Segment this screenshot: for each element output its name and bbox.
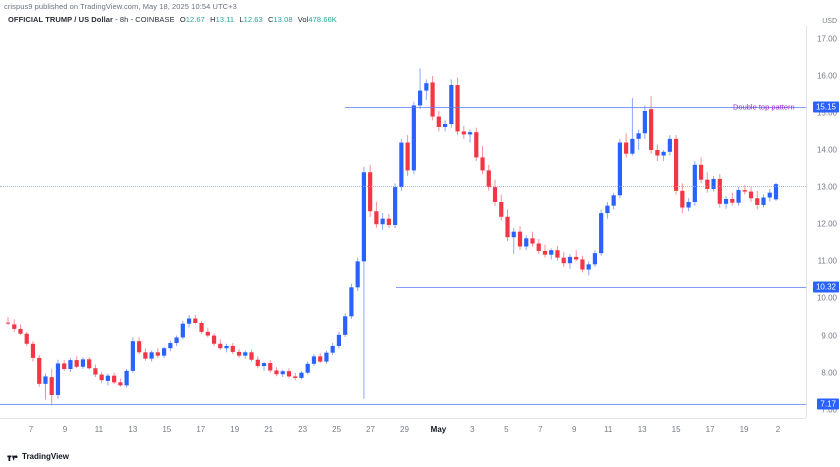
legend-open-value: 12.67: [185, 15, 205, 24]
tradingview-logo-icon: [7, 454, 18, 461]
time-axis-tick: 15: [671, 425, 681, 434]
legend-symbol[interactable]: OFFICIAL TRUMP / US Dollar: [8, 15, 114, 24]
price-axis-tick: 9.00: [821, 331, 837, 341]
time-axis-tick: 15: [162, 425, 172, 434]
level-line-resistance-15-15[interactable]: [345, 107, 806, 109]
price-axis-tick: 7.00: [821, 405, 837, 415]
time-axis-tick: 11: [604, 425, 613, 434]
price-axis-tick: 13.00: [816, 182, 837, 192]
pattern-annotation-label[interactable]: Double top pattern: [733, 102, 795, 112]
time-axis-tick: 29: [400, 425, 409, 434]
legend-open-key: O: [179, 15, 186, 24]
time-axis-tick: 3: [470, 425, 475, 434]
time-axis-tick: 9: [572, 425, 577, 434]
time-axis-tick: 21: [264, 425, 274, 434]
time-axis-tick: 13: [128, 425, 138, 434]
legend-interval[interactable]: 8h: [119, 15, 129, 24]
price-axis-tick: 10.00: [816, 293, 837, 303]
price-axis-tick: 17.00: [816, 34, 837, 44]
time-axis-tick: 19: [739, 425, 749, 434]
price-axis-tick: 14.00: [816, 145, 837, 155]
tradingview-footer: TradingView: [7, 452, 69, 461]
publish-watermark: crispus9 published on TradingView.com, M…: [4, 2, 237, 11]
legend-sep-2: -: [128, 15, 136, 24]
time-axis-tick: 25: [332, 425, 342, 434]
candlestick-series: [5, 68, 779, 406]
legend-volume-value: 478.66K: [308, 15, 337, 24]
legend-close-value: 13.08: [273, 15, 293, 24]
time-axis-tick: 17: [196, 425, 206, 434]
time-axis-tick: 17: [705, 425, 715, 434]
price-level-badge[interactable]: 10.32: [812, 281, 839, 293]
time-axis[interactable]: 7 9 11 13 15 17 19 21 23 25 27 29 May 3 5 7 9 11 13 15 17 19 2: [0, 418, 806, 441]
price-axis-separator: [806, 26, 807, 418]
price-axis-tick: 11.00: [817, 256, 837, 266]
legend-volume-key: Vol: [297, 15, 309, 24]
legend-exchange: COINBASE: [135, 15, 175, 24]
chart-legend[interactable]: OFFICIAL TRUMP / US Dollar - 8h - COINBA…: [8, 15, 337, 24]
legend-low-key: L: [239, 15, 244, 24]
legend-high-key: H: [210, 15, 216, 24]
price-axis-tick: 8.00: [821, 368, 837, 378]
time-axis-tick: 19: [230, 425, 240, 434]
price-level-badge[interactable]: 15.15: [812, 101, 839, 113]
price-level-badge[interactable]: 7.17: [817, 398, 839, 410]
price-axis-tick: 12.00: [816, 219, 837, 229]
price-axis[interactable]: USD 17.00 16.00 15.00 14.00 13.00 12.00 11.00 1…: [806, 18, 840, 418]
legend-close-key: C: [267, 15, 274, 24]
price-axis-tick: 16.00: [816, 71, 837, 81]
time-axis-tick: 7: [538, 425, 543, 434]
time-axis-tick: 27: [366, 425, 375, 434]
tradingview-brand-label: TradingView: [22, 452, 69, 461]
legend-high-value: 13.11: [215, 15, 235, 24]
time-axis-tick: 5: [504, 425, 509, 434]
time-axis-tick: 23: [298, 425, 308, 434]
time-axis-tick: 2: [775, 425, 781, 434]
price-axis-unit: USD: [822, 18, 837, 25]
level-line-support-10-32[interactable]: [396, 286, 806, 288]
time-axis-tick: 9: [62, 425, 68, 434]
time-axis-tick: 7: [28, 425, 34, 434]
price-plot-area[interactable]: [0, 26, 806, 418]
time-axis-tick: 11: [94, 425, 104, 434]
level-line-current-price-13[interactable]: [0, 185, 806, 187]
time-axis-tick: May: [430, 425, 447, 434]
legend-low-value: 12.63: [243, 15, 263, 24]
time-axis-tick: 13: [637, 425, 647, 434]
price-axis-tick: 15.00: [816, 108, 837, 118]
level-line-support-7-17[interactable]: [0, 403, 806, 405]
legend-sep-1: -: [113, 15, 120, 24]
